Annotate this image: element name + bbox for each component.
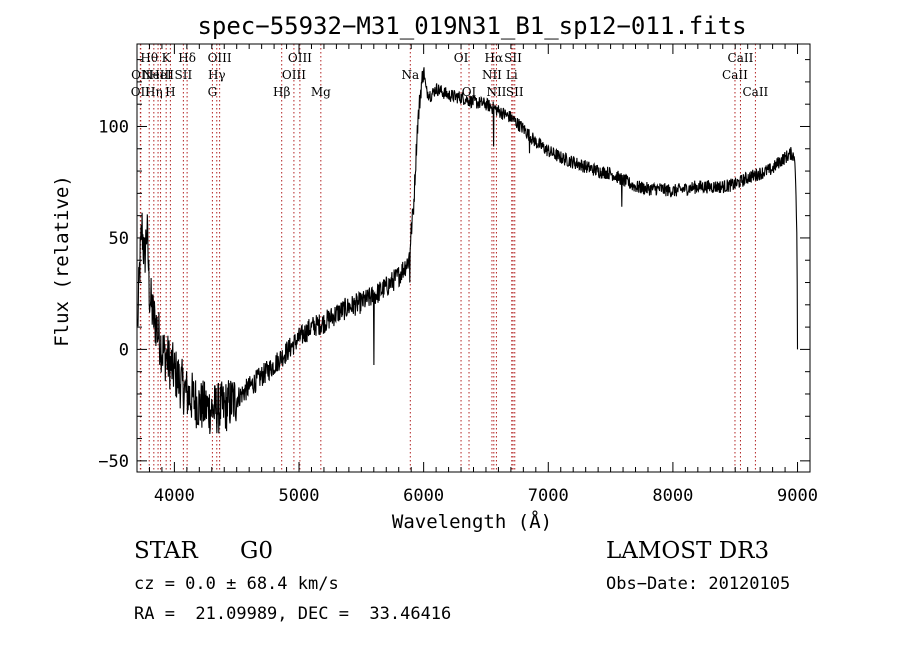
x-tick-label: 7000 [528, 486, 569, 506]
y-axis-label: Flux (relative) [51, 175, 73, 347]
line-marker-label-16: Mg [311, 85, 331, 99]
y-axis: −50 0 50 100 [98, 59, 810, 472]
line-marker-label-23: Li [506, 68, 518, 82]
y-tick-label: 50 [109, 229, 129, 249]
line-marker-label-22: NII [486, 85, 506, 99]
coordinates: RA = 21.09989, DEC = 33.46416 [134, 604, 452, 624]
line-marker-label-2: Hθ [140, 51, 158, 65]
x-axis-label: Wavelength (Å) [392, 510, 552, 533]
line-marker-label-1: OII [131, 68, 151, 82]
y-tick-label: −50 [98, 452, 129, 472]
y-tick-label: 100 [98, 117, 129, 137]
line-marker-label-17: Na [401, 68, 419, 82]
object-class: STAR [134, 538, 198, 564]
line-marker-label-25: SII [506, 85, 524, 99]
line-marker-label-7: H [165, 85, 175, 99]
line-marker-label-24: SII [504, 51, 522, 65]
x-tick-label: 4000 [154, 486, 195, 506]
plot-frame [136, 43, 811, 473]
x-tick-label: 9000 [777, 486, 818, 506]
redshift-value: cz = 0.0 ± 68.4 km/s [134, 574, 339, 594]
x-tick-label: 8000 [652, 486, 693, 506]
line-marker-label-18: OI [454, 51, 469, 65]
object-subclass: G0 [240, 538, 274, 564]
line-marker-label-28: CaII [742, 85, 768, 99]
line-marker-label-20: NII [482, 68, 502, 82]
line-marker-label-8: SII [175, 68, 193, 82]
line-marker-label-9: Hδ [178, 51, 196, 65]
line-marker-label-5: HeI [149, 68, 172, 82]
x-axis: 4000 5000 6000 7000 8000 9000 [136, 44, 818, 506]
spectrum-line [137, 67, 799, 435]
line-marker-label-11: Hγ [208, 68, 226, 82]
line-marker-label-10: G [208, 85, 218, 99]
line-marker-label-12: OIII [208, 51, 232, 65]
chart-title: spec−55932−M31_019N31_B1_sp12−011.fits [197, 12, 746, 40]
line-marker-label-27: CaII [728, 51, 754, 65]
line-marker-label-0: OII [131, 85, 151, 99]
line-marker-label-4: NeIII [142, 68, 174, 82]
line-marker-label-15: OIII [288, 51, 312, 65]
spectral-line-markers [139, 44, 756, 472]
x-tick-label: 6000 [403, 486, 444, 506]
line-marker-label-21: Hα [485, 51, 504, 65]
line-marker-label-14: OIII [282, 68, 306, 82]
spectral-line-labels: OIIOIIHθHηNeIIIHeIKHSIIHδGHγOIIIHβOIIIOI… [131, 51, 769, 99]
line-marker-label-3: Hη [145, 85, 163, 99]
y-tick-label: 0 [119, 340, 129, 360]
obs-date: Obs−Date: 20120105 [606, 574, 791, 594]
line-marker-label-6: K [162, 51, 172, 65]
line-marker-label-26: CaII [722, 68, 748, 82]
survey-name: LAMOST DR3 [606, 538, 770, 564]
spectrum-series [137, 67, 799, 435]
x-tick-label: 5000 [279, 486, 320, 506]
line-marker-label-13: Hβ [273, 85, 290, 99]
